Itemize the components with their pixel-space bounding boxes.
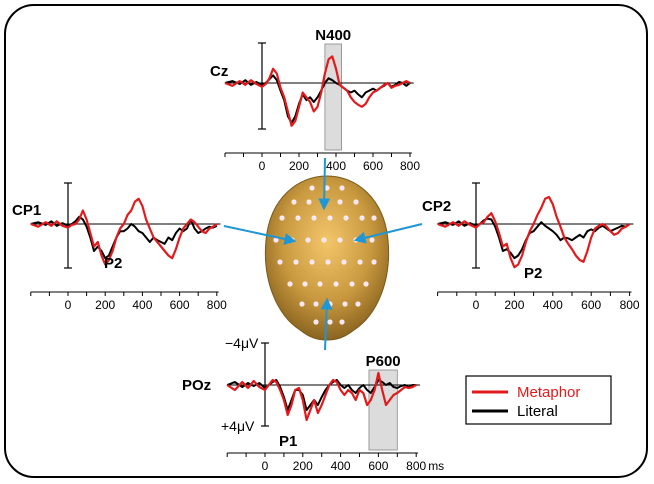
time-tick-label-poz: 400	[331, 459, 351, 473]
electrode-dot-21	[369, 237, 375, 243]
electrode-dot-34	[363, 281, 369, 287]
electrode-dot-12	[343, 215, 349, 221]
arrow-poz	[320, 297, 333, 351]
legend: Metaphor Literal	[465, 375, 612, 425]
electrode-dot-7	[353, 199, 359, 205]
electrode-dot-2	[339, 185, 345, 191]
electrode-dot-13	[359, 215, 365, 221]
arrow-cp2	[353, 223, 423, 244]
electrode-arrows	[223, 157, 423, 351]
time-tick-label-cp1: 800	[207, 298, 227, 312]
electrode-dot-35	[299, 301, 305, 307]
electrode-dot-33	[349, 281, 355, 287]
time-tick-label-cp2: 600	[581, 298, 601, 312]
electrode-dot-39	[355, 301, 361, 307]
peak-label-cp2-p2: P2	[524, 265, 542, 282]
time-tick-label-cz: 600	[363, 159, 383, 173]
time-tick-label-cp1: 600	[170, 298, 190, 312]
electrode-dot-36	[313, 301, 319, 307]
time-tick-label-cp1: 0	[65, 298, 72, 312]
legend-box	[465, 375, 612, 425]
electrode-dot-17	[305, 237, 311, 243]
electrode-dot-0	[309, 185, 315, 191]
electrode-dot-22	[277, 259, 283, 265]
time-tick-label-cp1: 200	[95, 298, 115, 312]
electrode-dot-37	[327, 301, 333, 307]
electrode-dot-18	[321, 237, 327, 243]
electrode-dot-32	[333, 281, 339, 287]
time-tick-label-poz: 800	[406, 459, 426, 473]
electrode-dot-9	[295, 215, 301, 221]
component-label-poz: P600	[366, 353, 401, 370]
time-tick-label-cz: 800	[400, 159, 420, 173]
component-label-cz: N400	[315, 27, 351, 44]
time-tick-label-cz: 200	[289, 159, 309, 173]
electrode-dot-23	[293, 259, 299, 265]
panel-cz: N400 0 200 400 600 800 Cz	[210, 27, 420, 173]
electrode-label-cp2: CP2	[422, 198, 451, 215]
electrode-label-poz: POz	[182, 377, 211, 394]
electrode-dot-3	[291, 199, 297, 205]
legend-label-literal: Literal	[517, 403, 558, 420]
series-metaphor-poz	[226, 371, 417, 422]
time-tick-label-cp2: 200	[504, 298, 524, 312]
scale-label-top: −4μV	[225, 335, 259, 351]
electrode-dot-15	[273, 237, 279, 243]
electrode-dot-42	[339, 319, 345, 325]
electrode-dot-24	[309, 259, 315, 265]
electrode-dot-38	[342, 301, 348, 307]
electrode-dot-28	[371, 259, 377, 265]
time-tick-label-cp2: 800	[620, 298, 640, 312]
peak-label-cp1-p2: P2	[104, 255, 122, 272]
electrode-dot-1	[324, 185, 330, 191]
time-tick-label-cp2: 0	[473, 298, 480, 312]
electrode-dot-40	[313, 319, 319, 325]
series-metaphor-cp2	[437, 195, 631, 269]
series-literal-cp1	[30, 215, 218, 260]
electrode-dot-30	[302, 281, 308, 287]
time-tick-label-cz: 400	[326, 159, 346, 173]
electrode-dot-31	[317, 281, 323, 287]
electrode-label-cp1: CP1	[12, 202, 41, 219]
arrow-cp1	[223, 225, 297, 245]
time-unit-label: ms	[428, 459, 444, 473]
electrode-dot-14	[371, 215, 377, 221]
time-tick-label-poz: 600	[368, 459, 388, 473]
electrode-dot-27	[357, 259, 363, 265]
time-tick-label-cp1: 400	[132, 298, 152, 312]
time-tick-label-cp2: 400	[543, 298, 563, 312]
electrode-label-cz: Cz	[210, 63, 228, 80]
electrode-dot-8	[279, 215, 285, 221]
panel-poz: P600 0 200 400 600 800 ms −4μV +4μV POz P1	[182, 335, 444, 473]
electrode-dot-6	[337, 199, 343, 205]
panel-cp2: 0 200 400 600 800 CP2 P2	[422, 182, 640, 312]
time-tick-label-poz: 0	[262, 459, 269, 473]
series-metaphor-cz	[224, 55, 411, 127]
peak-label-poz-p1: P1	[279, 433, 297, 450]
time-tick-label-cz: 0	[259, 159, 266, 173]
electrode-dot-25	[325, 259, 331, 265]
electrode-dot-4	[306, 199, 312, 205]
time-tick-label-poz: 200	[293, 459, 313, 473]
electrode-dot-26	[341, 259, 347, 265]
series-metaphor-cp1	[30, 197, 218, 266]
scale-label-bottom: +4μV	[221, 418, 255, 434]
electrode-dot-10	[311, 215, 317, 221]
erp-panels: N400 0 200 400 600 800 Cz 0 200 400 600 800 CP1 P2 0 20…	[12, 27, 640, 473]
electrode-dot-19	[337, 237, 343, 243]
electrode-dot-11	[327, 215, 333, 221]
figure-frame	[4, 4, 648, 478]
arrow-cz	[318, 157, 331, 211]
legend-label-metaphor: Metaphor	[517, 384, 580, 401]
panel-cp1: 0 200 400 600 800 CP1 P2	[12, 182, 227, 312]
electrode-dot-29	[287, 281, 293, 287]
electrode-dot-41	[327, 319, 333, 325]
